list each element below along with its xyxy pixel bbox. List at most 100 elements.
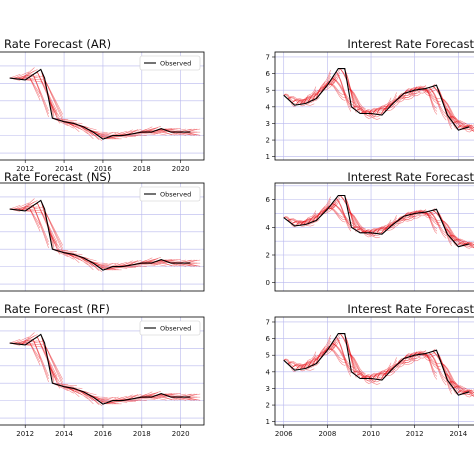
forecast-line [60, 251, 74, 260]
forecast-line [444, 373, 458, 395]
forecast-line [295, 222, 311, 227]
forecast-line [111, 266, 128, 269]
forecast-line [295, 100, 311, 106]
forecast-line [29, 76, 41, 95]
forecast-line [436, 351, 452, 389]
forecast-line [448, 115, 467, 125]
forecast-line [343, 68, 357, 107]
forecast-line [396, 94, 412, 101]
forecast-line [21, 198, 35, 211]
forecast-line [64, 386, 83, 396]
forecast-line [68, 122, 80, 129]
forecast-line [72, 253, 89, 266]
forecast-line [29, 341, 41, 366]
forecast-line [170, 393, 187, 398]
forecast-line [9, 338, 21, 344]
forecast-line [80, 256, 94, 271]
forecast-line [80, 125, 94, 140]
forecast-line [311, 201, 335, 223]
forecast-line [461, 243, 474, 247]
panel-title: Rate Forecast (RF) [4, 302, 110, 316]
panel-frame [274, 182, 474, 292]
forecast-line [408, 89, 427, 94]
forecast-line [295, 95, 311, 106]
forecast-line [368, 109, 386, 114]
forecast-line [44, 210, 63, 246]
forecast-line [420, 89, 441, 105]
forecast-line [13, 202, 30, 210]
forecast-line [25, 344, 44, 348]
forecast-line [445, 373, 458, 389]
forecast-line [448, 380, 467, 390]
forecast-line [64, 121, 83, 131]
forecast-line [428, 210, 447, 234]
panel-frame [274, 51, 474, 161]
y-tick-label: 2 [266, 252, 270, 260]
forecast-line [147, 258, 158, 264]
forecast-line [303, 86, 317, 104]
forecast-line [80, 256, 94, 267]
forecast-line [328, 83, 346, 95]
forecast-line [440, 97, 462, 127]
forecast-line [376, 362, 392, 380]
forecast-line [461, 244, 474, 249]
forecast-line [428, 352, 447, 383]
y-tick-label: 1 [266, 153, 270, 161]
y-tick-label: 2 [266, 402, 270, 410]
forecast-line [107, 137, 119, 139]
forecast-line [29, 341, 41, 360]
x-tick-label: 2014 [449, 430, 467, 438]
observed-line [9, 199, 191, 271]
panel-4: Interest Rate Forecast 0 2 4 6 [266, 170, 474, 292]
x-tick-label: 2020 [172, 430, 190, 438]
y-tick-label: 1 [266, 418, 270, 426]
forecast-line [13, 339, 29, 344]
forecast-line [131, 264, 147, 267]
forecast-line [449, 234, 467, 243]
forecast-line [464, 389, 474, 394]
forecast-line [360, 111, 381, 120]
forecast-line [299, 90, 320, 105]
forecast-line [48, 231, 60, 249]
legend-label: Observed [160, 60, 191, 68]
forecast-line [48, 231, 60, 252]
forecast-line [88, 129, 100, 140]
forecast-line [376, 97, 392, 115]
forecast-line [111, 400, 128, 403]
forecast-line [107, 402, 119, 404]
forecast-line [287, 219, 306, 227]
panel-title: Interest Rate Forecast [347, 302, 474, 316]
forecast-line [348, 88, 366, 109]
forecast-line [21, 201, 35, 211]
grid [275, 317, 474, 425]
legend-box [139, 55, 201, 71]
forecast-line [461, 126, 474, 132]
forecast-line [32, 74, 49, 111]
panel-1: Rate Forecast (AR) Observed 2012 2014 2016 20… [0, 37, 205, 173]
forecast-line [428, 87, 447, 115]
forecast-line [119, 129, 133, 136]
forecast-line [440, 362, 462, 395]
forecast-line [315, 69, 331, 99]
forecast-line [424, 88, 438, 109]
forecast-line [449, 116, 467, 130]
forecast-line [295, 217, 311, 226]
forecast-line [119, 260, 133, 267]
forecast-line [60, 120, 74, 129]
forecast-line [131, 398, 147, 401]
forecast-line [162, 259, 181, 261]
forecast-line [299, 361, 320, 370]
forecast-line [368, 374, 386, 379]
forecast-line [328, 83, 346, 101]
forecast-line [178, 396, 192, 401]
forecast-line [368, 229, 386, 234]
forecast-line [328, 83, 346, 98]
observed-line [283, 68, 470, 131]
forecast-line [384, 215, 397, 233]
forecast-line [178, 262, 192, 267]
y-tick-label: 6 [266, 70, 271, 78]
forecast-line [186, 262, 198, 267]
panel-frame [0, 51, 205, 161]
forecast-line [72, 387, 89, 400]
